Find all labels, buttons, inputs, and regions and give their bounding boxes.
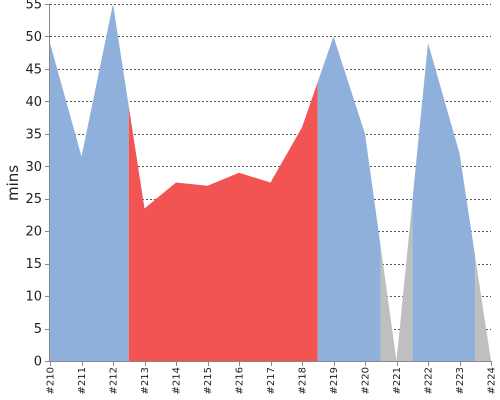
duration-areas bbox=[50, 4, 491, 361]
x-tick-label: #210 bbox=[46, 367, 57, 394]
y-tick-label: 10 bbox=[25, 290, 42, 305]
area-segment-aborted bbox=[380, 201, 413, 361]
y-tick-label: 30 bbox=[25, 160, 42, 175]
x-tick-label: #220 bbox=[361, 367, 372, 394]
x-tick-label: #222 bbox=[424, 367, 435, 394]
x-tick-label: #223 bbox=[455, 367, 466, 394]
area-segment-aborted bbox=[475, 257, 491, 361]
area-segment-failure bbox=[128, 81, 318, 361]
y-tick-label: 25 bbox=[25, 192, 42, 207]
x-tick-label: #214 bbox=[172, 367, 183, 394]
x-tick-label: #224 bbox=[487, 367, 498, 394]
y-tick-label: 0 bbox=[34, 355, 42, 370]
y-tick-label: 15 bbox=[25, 257, 42, 272]
y-tick-label: 20 bbox=[25, 225, 42, 240]
x-tick-label: #211 bbox=[77, 367, 88, 394]
y-tick-label: 45 bbox=[25, 62, 42, 77]
y-tick-label: 35 bbox=[25, 127, 42, 142]
x-tick-label: #219 bbox=[329, 367, 340, 394]
y-tick-label: 55 bbox=[25, 0, 42, 13]
x-tick-label: #213 bbox=[140, 367, 151, 394]
area-segment-success bbox=[412, 42, 476, 361]
axes bbox=[45, 4, 492, 366]
y-tick-labels: 0 5 10 15 20 25 30 35 40 45 50 55 bbox=[25, 0, 42, 370]
area-segment-success bbox=[317, 36, 381, 361]
x-tick-label: #218 bbox=[298, 367, 309, 394]
y-tick-label: 40 bbox=[25, 95, 42, 110]
x-tick-label: #221 bbox=[392, 367, 403, 394]
x-tick-label: #215 bbox=[203, 367, 214, 394]
y-tick-label: 5 bbox=[34, 322, 42, 337]
y-tick-label: 50 bbox=[25, 30, 42, 45]
x-tick-label: #212 bbox=[109, 367, 120, 394]
y-axis-title: mins bbox=[4, 165, 22, 201]
x-tick-labels: #210 #211 #212 #213 #214 #215 #216 #217 #218 #219… bbox=[46, 367, 498, 394]
area-segment-success bbox=[50, 4, 129, 361]
x-tick-label: #217 bbox=[266, 367, 277, 394]
x-tick-label: #216 bbox=[235, 367, 246, 394]
